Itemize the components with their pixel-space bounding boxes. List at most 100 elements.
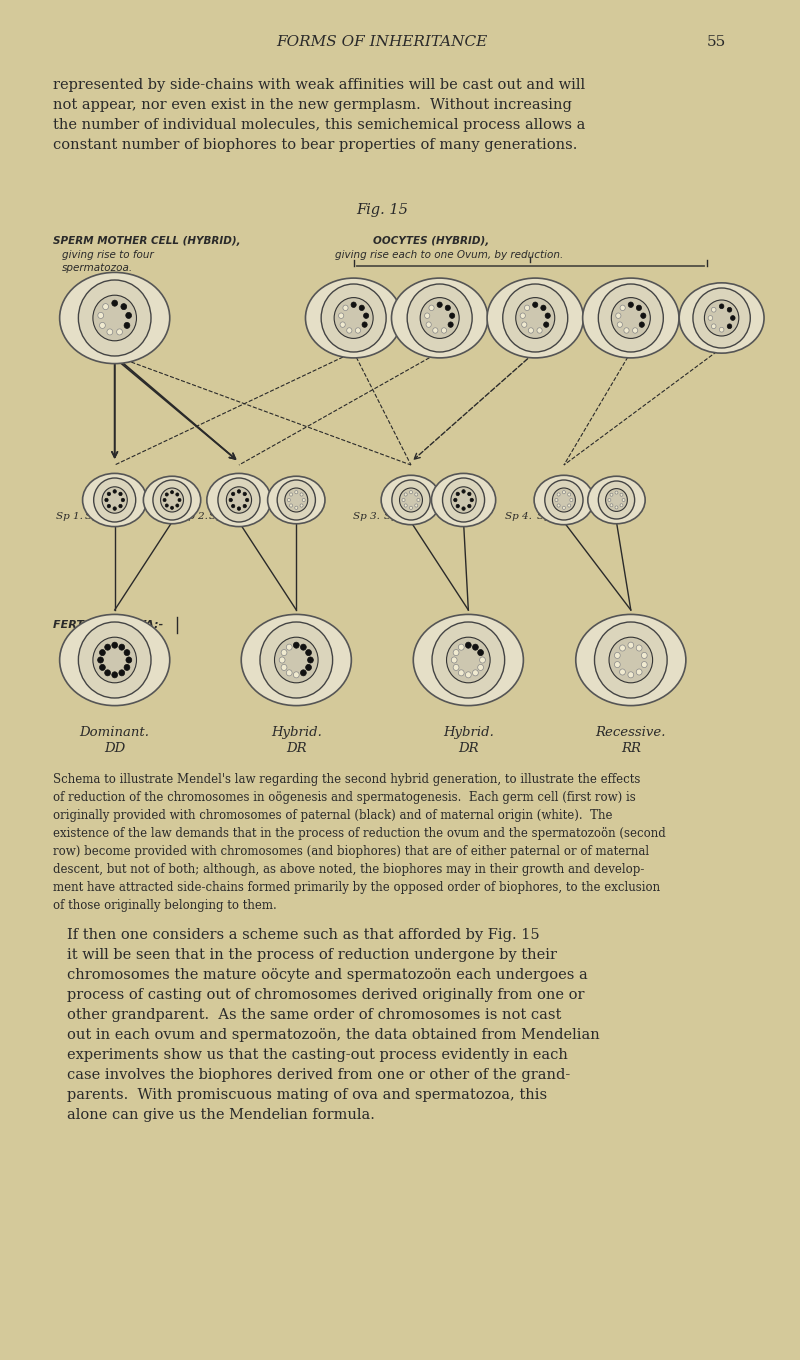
Circle shape <box>610 494 613 496</box>
Circle shape <box>126 313 131 318</box>
Circle shape <box>107 329 113 335</box>
Circle shape <box>119 645 125 650</box>
Circle shape <box>456 492 459 495</box>
Circle shape <box>260 622 333 698</box>
Text: Sp 2.: Sp 2. <box>210 511 236 521</box>
Circle shape <box>615 491 618 494</box>
Circle shape <box>598 481 634 520</box>
Circle shape <box>642 661 647 668</box>
Text: giving rise to four: giving rise to four <box>62 250 154 260</box>
Circle shape <box>321 284 386 352</box>
Circle shape <box>176 492 179 496</box>
Circle shape <box>541 305 546 310</box>
Circle shape <box>107 505 110 507</box>
Circle shape <box>473 669 478 676</box>
Ellipse shape <box>82 473 147 526</box>
Circle shape <box>610 503 613 507</box>
Circle shape <box>437 302 442 307</box>
Circle shape <box>446 638 490 683</box>
Circle shape <box>166 505 168 507</box>
Circle shape <box>458 669 464 676</box>
Circle shape <box>229 498 233 502</box>
Circle shape <box>99 650 106 656</box>
Circle shape <box>636 305 642 310</box>
Text: giving rise each to one Ovum, by reduction.: giving rise each to one Ovum, by reducti… <box>334 250 562 260</box>
Circle shape <box>117 329 122 335</box>
Circle shape <box>346 328 352 333</box>
Circle shape <box>362 322 367 328</box>
Circle shape <box>294 506 298 510</box>
Ellipse shape <box>582 277 679 358</box>
Circle shape <box>555 498 558 502</box>
Circle shape <box>470 498 474 502</box>
Text: Sp 1.: Sp 1. <box>56 511 83 521</box>
Circle shape <box>620 494 623 496</box>
Circle shape <box>294 672 299 677</box>
Ellipse shape <box>431 473 496 526</box>
Circle shape <box>442 477 485 522</box>
Text: spermatozoa.: spermatozoa. <box>62 262 134 273</box>
Circle shape <box>525 305 530 310</box>
Circle shape <box>462 507 466 510</box>
Circle shape <box>641 313 646 318</box>
Circle shape <box>432 622 505 698</box>
Circle shape <box>407 284 472 352</box>
Circle shape <box>451 487 476 513</box>
Circle shape <box>121 303 126 310</box>
Circle shape <box>727 324 732 329</box>
Circle shape <box>568 492 570 496</box>
Circle shape <box>306 650 311 656</box>
Circle shape <box>404 492 407 496</box>
Circle shape <box>170 491 174 494</box>
Circle shape <box>451 657 457 664</box>
Circle shape <box>730 316 735 321</box>
Circle shape <box>557 492 560 496</box>
Circle shape <box>279 657 285 664</box>
Circle shape <box>286 645 292 650</box>
Circle shape <box>294 491 298 494</box>
Circle shape <box>410 491 413 494</box>
Circle shape <box>170 506 174 510</box>
Circle shape <box>711 324 716 329</box>
Text: FERTILIZED OVA:-: FERTILIZED OVA:- <box>53 620 163 630</box>
Circle shape <box>112 672 118 677</box>
Circle shape <box>426 322 431 328</box>
Circle shape <box>417 498 420 502</box>
Circle shape <box>502 284 568 352</box>
Circle shape <box>94 477 136 522</box>
Ellipse shape <box>60 615 170 706</box>
Circle shape <box>243 505 246 507</box>
Circle shape <box>238 490 241 494</box>
Circle shape <box>606 488 627 511</box>
Text: Sp 3.: Sp 3. <box>384 511 411 521</box>
Circle shape <box>399 488 422 511</box>
Text: 55: 55 <box>707 35 726 49</box>
Circle shape <box>522 322 527 328</box>
Circle shape <box>99 322 106 329</box>
Circle shape <box>545 480 583 520</box>
Circle shape <box>334 298 373 339</box>
Ellipse shape <box>414 615 523 706</box>
Circle shape <box>107 492 110 495</box>
Text: Hybrid.: Hybrid. <box>443 726 494 738</box>
Text: Fig. 15: Fig. 15 <box>356 203 408 218</box>
Circle shape <box>478 665 483 670</box>
Circle shape <box>466 672 471 677</box>
Circle shape <box>113 490 116 494</box>
Circle shape <box>231 492 235 495</box>
Text: DD: DD <box>104 743 126 755</box>
Circle shape <box>642 653 647 658</box>
Ellipse shape <box>534 475 594 525</box>
Circle shape <box>462 490 466 494</box>
Circle shape <box>294 642 299 649</box>
Circle shape <box>594 622 667 698</box>
Circle shape <box>562 506 566 510</box>
Circle shape <box>124 665 130 670</box>
Circle shape <box>274 638 318 683</box>
Circle shape <box>286 669 292 676</box>
Circle shape <box>468 492 471 495</box>
Circle shape <box>639 322 644 328</box>
Circle shape <box>102 303 109 310</box>
Circle shape <box>705 301 739 336</box>
Circle shape <box>410 506 413 510</box>
